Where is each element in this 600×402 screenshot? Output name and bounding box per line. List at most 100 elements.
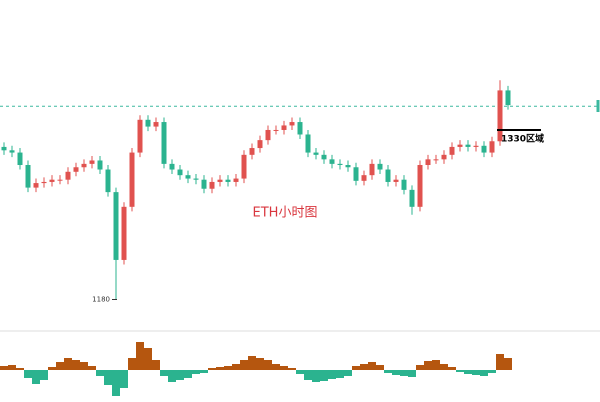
macd-bar [152, 360, 160, 370]
macd-bar [312, 370, 320, 382]
candle-body [321, 154, 327, 160]
candle-body [417, 165, 423, 207]
macd-bar [160, 370, 168, 376]
candle-body [273, 129, 279, 131]
candle-body [457, 144, 463, 147]
macd-bar [352, 366, 360, 370]
macd-bar [248, 356, 256, 370]
macd-bar [8, 365, 16, 370]
candle-body [425, 159, 431, 165]
macd-bar [376, 365, 384, 370]
macd-bar [224, 366, 232, 370]
candle-body [81, 163, 87, 168]
candle-body [297, 122, 303, 135]
macd-bar [0, 366, 8, 370]
macd-bar [200, 370, 208, 373]
candle-body [313, 152, 319, 155]
candle-body [465, 144, 471, 147]
macd-bar [448, 367, 456, 370]
low-label: 1180 [92, 295, 110, 303]
macd-bar [88, 366, 96, 370]
macd-bar [440, 364, 448, 370]
macd-bar [384, 370, 392, 373]
macd-bar [32, 370, 40, 384]
candle-body [217, 179, 223, 182]
candle-body [201, 179, 207, 189]
candle-body [385, 169, 391, 182]
candle-body [345, 165, 351, 168]
macd-bar [480, 370, 488, 376]
candle-body [361, 175, 367, 181]
candle-body [489, 141, 495, 153]
macd-bar [392, 370, 400, 375]
macd-bar [328, 370, 336, 379]
candle-body [505, 90, 511, 106]
macd-bar [96, 370, 104, 376]
macd-bar [504, 358, 512, 370]
macd-bar [288, 368, 296, 370]
macd-bar [216, 367, 224, 370]
candle-body [17, 152, 23, 165]
candle-body [329, 159, 335, 164]
macd-bar [104, 370, 112, 385]
macd-bar [432, 360, 440, 370]
candle-body [49, 179, 55, 182]
candle-body [233, 178, 239, 182]
candle-body [105, 169, 111, 193]
candle-body [137, 119, 143, 153]
macd-bar [296, 370, 304, 374]
macd-bar [56, 362, 64, 370]
annotation-label: 1330区域 [501, 132, 544, 144]
macd-bar [264, 360, 272, 370]
candle-body [73, 167, 79, 172]
macd-bar [144, 348, 152, 370]
candle-body [89, 160, 95, 164]
candle-body [97, 160, 103, 170]
candle-body [161, 122, 167, 164]
macd-bar [240, 360, 248, 370]
macd-bar [472, 370, 480, 375]
macd-bar [280, 366, 288, 370]
macd-bar [128, 358, 136, 370]
macd-bar [368, 362, 376, 370]
candle-body [481, 145, 487, 153]
candle-body [377, 163, 383, 170]
candle-body [473, 145, 479, 147]
candle-body [25, 165, 31, 188]
watermark-title: ETH小时图 [253, 206, 318, 221]
candle-body [353, 167, 359, 181]
candle-body [257, 140, 263, 149]
candle-body [225, 179, 231, 182]
macd-bar [72, 360, 80, 370]
macd-bar [232, 364, 240, 370]
macd-bar [408, 370, 416, 377]
candle-body [57, 179, 63, 181]
candle-body [169, 163, 175, 170]
macd-bar [120, 370, 128, 388]
candle-body [65, 171, 71, 180]
macd-bar [192, 370, 200, 374]
macd-bar [336, 370, 344, 378]
macd-bar [64, 358, 72, 370]
candle-body [121, 206, 127, 260]
candle-body [193, 178, 199, 180]
candle-body [209, 181, 215, 189]
candle-body [393, 179, 399, 182]
macd-bar [256, 358, 264, 370]
macd-bar [488, 370, 496, 373]
candle-body [337, 163, 343, 165]
candle-body [289, 122, 295, 126]
macd-bar [464, 370, 472, 374]
macd-bar [80, 362, 88, 370]
macd-bar [424, 361, 432, 370]
macd-bar [272, 364, 280, 370]
macd-bar [40, 370, 48, 380]
candle-body [433, 159, 439, 161]
macd-bar [416, 365, 424, 370]
candle-body [441, 154, 447, 160]
macd-bar [48, 367, 56, 370]
macd-bar [112, 370, 120, 396]
candle-body [9, 150, 15, 153]
macd-bar [176, 370, 184, 380]
